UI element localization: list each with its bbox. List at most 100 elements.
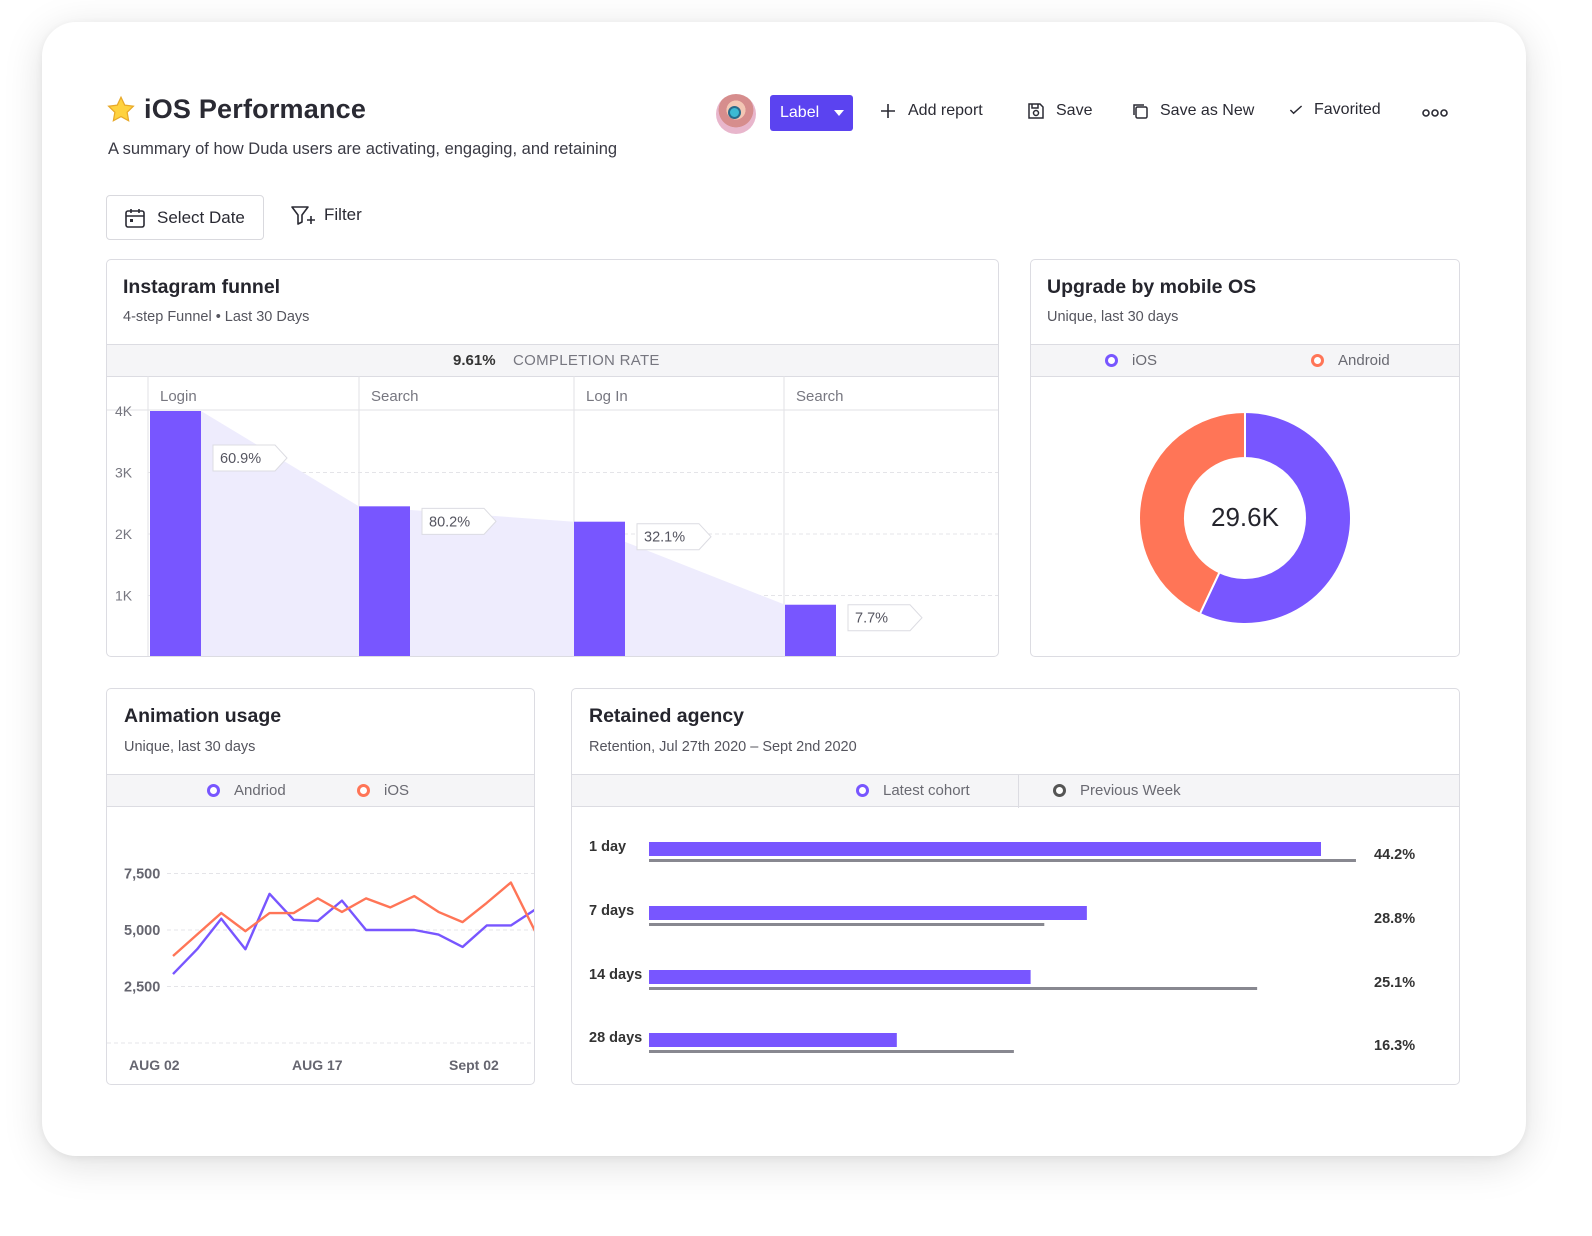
- retained-legend: Latest cohort Previous Week: [572, 774, 1459, 808]
- animation-title: Animation usage: [124, 705, 282, 727]
- retention-pct: 28.8%: [1374, 911, 1415, 927]
- retention-row-label: 14 days: [589, 967, 642, 983]
- andriod-legend-marker: [207, 784, 220, 797]
- funnel-y-tick: 4K: [115, 403, 133, 419]
- donut-slice-ios: [1198, 410, 1352, 625]
- save-icon: [1028, 103, 1044, 119]
- retention-row-label: 28 days: [589, 1030, 642, 1046]
- funnel-step-label: Log In: [586, 388, 628, 405]
- line-x-tick: AUG 17: [292, 1057, 343, 1073]
- funnel-conversion-tag: [421, 507, 497, 535]
- add-report-button[interactable]: Add report: [878, 101, 983, 121]
- legend-item-ios-anim[interactable]: iOS: [357, 782, 409, 799]
- completion-rate-band: 9.61% COMPLETION RATE: [107, 344, 998, 377]
- ios-legend-marker: [1105, 354, 1118, 367]
- ios-anim-legend-label: iOS: [384, 782, 410, 799]
- completion-rate-value: 9.61%: [453, 352, 496, 369]
- save-label: Save: [1056, 102, 1093, 119]
- upgrade-title: Upgrade by mobile OS: [1047, 276, 1257, 298]
- upgrade-panel[interactable]: Upgrade by mobile OS Unique, last 30 day…: [1030, 259, 1460, 657]
- latest-cohort-label: Latest cohort: [883, 782, 970, 799]
- latest-cohort-marker: [856, 784, 869, 797]
- funnel-conversion-label: 80.2%: [429, 514, 470, 530]
- animation-subtitle: Unique, last 30 days: [124, 739, 256, 755]
- retention-bar-previous: [649, 1050, 1014, 1053]
- line-series-andriod: [172, 892, 534, 975]
- funnel-y-tick: 1K: [115, 588, 133, 604]
- funnel-conversion-tag: [847, 604, 923, 632]
- select-date-label: Select Date: [157, 207, 245, 227]
- funnel-conversion-label: 7.7%: [855, 611, 888, 627]
- retained-subtitle: Retention, Jul 27th 2020 – Sept 2nd 2020: [589, 739, 857, 755]
- line-y-tick: 5,000: [124, 923, 160, 939]
- copy-icon: [1133, 104, 1148, 119]
- save-as-new-button[interactable]: Save as New: [1130, 101, 1254, 121]
- label-button-text: Label: [780, 104, 820, 121]
- avatar[interactable]: [716, 94, 756, 134]
- save-button[interactable]: Save: [1026, 101, 1092, 121]
- page-subtitle: A summary of how Duda users are activati…: [108, 140, 618, 158]
- legend-item-ios[interactable]: iOS: [1105, 352, 1157, 369]
- funnel-title: Instagram funnel: [123, 276, 281, 298]
- funnel-bar: [150, 411, 201, 656]
- ios-legend-label: iOS: [1132, 352, 1158, 369]
- funnel-conversion-label: 32.1%: [644, 530, 685, 546]
- funnel-y-tick: 2K: [115, 526, 133, 542]
- retention-bar-latest: [649, 1033, 897, 1047]
- line-y-tick: 7,500: [124, 867, 160, 883]
- retention-row-label: 1 day: [589, 839, 626, 855]
- retention-pct: 25.1%: [1374, 975, 1415, 991]
- retention-row-label: 7 days: [589, 903, 634, 919]
- upgrade-subtitle: Unique, last 30 days: [1047, 309, 1179, 325]
- chevron-down-icon: [834, 110, 844, 116]
- add-report-label: Add report: [908, 102, 983, 119]
- completion-rate-label: COMPLETION RATE: [513, 352, 660, 369]
- favorited-button[interactable]: Favorited: [1288, 101, 1381, 119]
- funnel-panel[interactable]: Instagram funnel 4-step Funnel • Last 30…: [106, 259, 999, 657]
- previous-week-marker: [1053, 784, 1066, 797]
- funnel-y-tick: 3K: [115, 465, 133, 481]
- ios-anim-legend-marker: [357, 784, 370, 797]
- funnel-bar: [574, 521, 625, 656]
- line-y-tick: 2,500: [124, 980, 160, 996]
- funnel-conversion-tag: [636, 523, 712, 551]
- save-as-new-label: Save as New: [1160, 102, 1255, 119]
- retention-bar-latest: [649, 906, 1087, 920]
- funnel-step-label: Search: [796, 388, 844, 405]
- select-date-button[interactable]: Select Date: [106, 195, 264, 240]
- funnel-conversion-tag: [212, 444, 288, 472]
- legend-item-andriod[interactable]: Andriod: [207, 782, 286, 799]
- favorited-label: Favorited: [1314, 101, 1381, 118]
- donut-chart: 29.6K: [1138, 410, 1352, 625]
- animation-panel[interactable]: Animation usage Unique, last 30 days And…: [106, 688, 535, 1085]
- upgrade-legend: iOS Android: [1031, 344, 1459, 377]
- funnel-conversion-area: [201, 411, 785, 656]
- star-icon[interactable]: [106, 95, 136, 125]
- funnel-step-label: Login: [160, 388, 197, 405]
- more-options-icon[interactable]: [1422, 106, 1448, 120]
- animation-line-chart: 7,500 5,000 2,500 AUG 02 AUG 17 Sept 02: [107, 867, 534, 1073]
- retention-bar-previous: [649, 987, 1258, 990]
- funnel-conversion-label: 60.9%: [220, 451, 261, 467]
- filter-button[interactable]: Filter: [290, 203, 362, 227]
- legend-item-android[interactable]: Android: [1311, 352, 1390, 369]
- retained-title: Retained agency: [589, 705, 744, 727]
- calendar-icon: [125, 208, 145, 228]
- retention-bar-previous: [649, 859, 1356, 862]
- line-series-ios: [172, 881, 534, 957]
- funnel-subtitle: 4-step Funnel • Last 30 Days: [123, 309, 310, 325]
- legend-item-previous-week[interactable]: Previous Week: [1053, 782, 1181, 799]
- donut-total: 29.6K: [1211, 502, 1280, 532]
- andriod-legend-label: Andriod: [234, 782, 286, 799]
- retained-panel[interactable]: Retained agency Retention, Jul 27th 2020…: [571, 688, 1460, 1085]
- label-button[interactable]: Label: [770, 95, 853, 131]
- retention-bar-latest: [649, 842, 1321, 856]
- page-header: iOS Performance: [106, 94, 366, 125]
- page-title: iOS Performance: [144, 94, 367, 124]
- filter-icon: [291, 206, 315, 225]
- legend-item-latest-cohort[interactable]: Latest cohort: [856, 782, 970, 799]
- legend-divider: [1018, 775, 1019, 808]
- retention-bar-previous: [649, 923, 1045, 926]
- android-legend-label: Android: [1338, 352, 1390, 369]
- check-icon: [1289, 105, 1303, 115]
